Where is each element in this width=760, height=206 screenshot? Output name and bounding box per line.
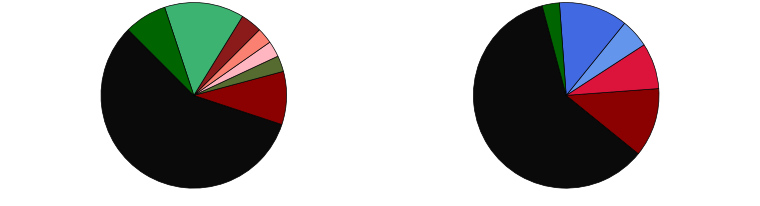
Wedge shape bbox=[473, 7, 638, 188]
Wedge shape bbox=[542, 4, 566, 96]
Wedge shape bbox=[194, 57, 283, 96]
Wedge shape bbox=[194, 31, 270, 96]
Wedge shape bbox=[559, 4, 625, 96]
Wedge shape bbox=[566, 24, 644, 96]
Wedge shape bbox=[566, 89, 659, 154]
Wedge shape bbox=[194, 17, 259, 96]
Wedge shape bbox=[566, 46, 659, 96]
Wedge shape bbox=[194, 72, 287, 125]
Wedge shape bbox=[194, 43, 278, 96]
Wedge shape bbox=[128, 8, 194, 96]
Wedge shape bbox=[165, 4, 242, 96]
Wedge shape bbox=[101, 31, 282, 188]
